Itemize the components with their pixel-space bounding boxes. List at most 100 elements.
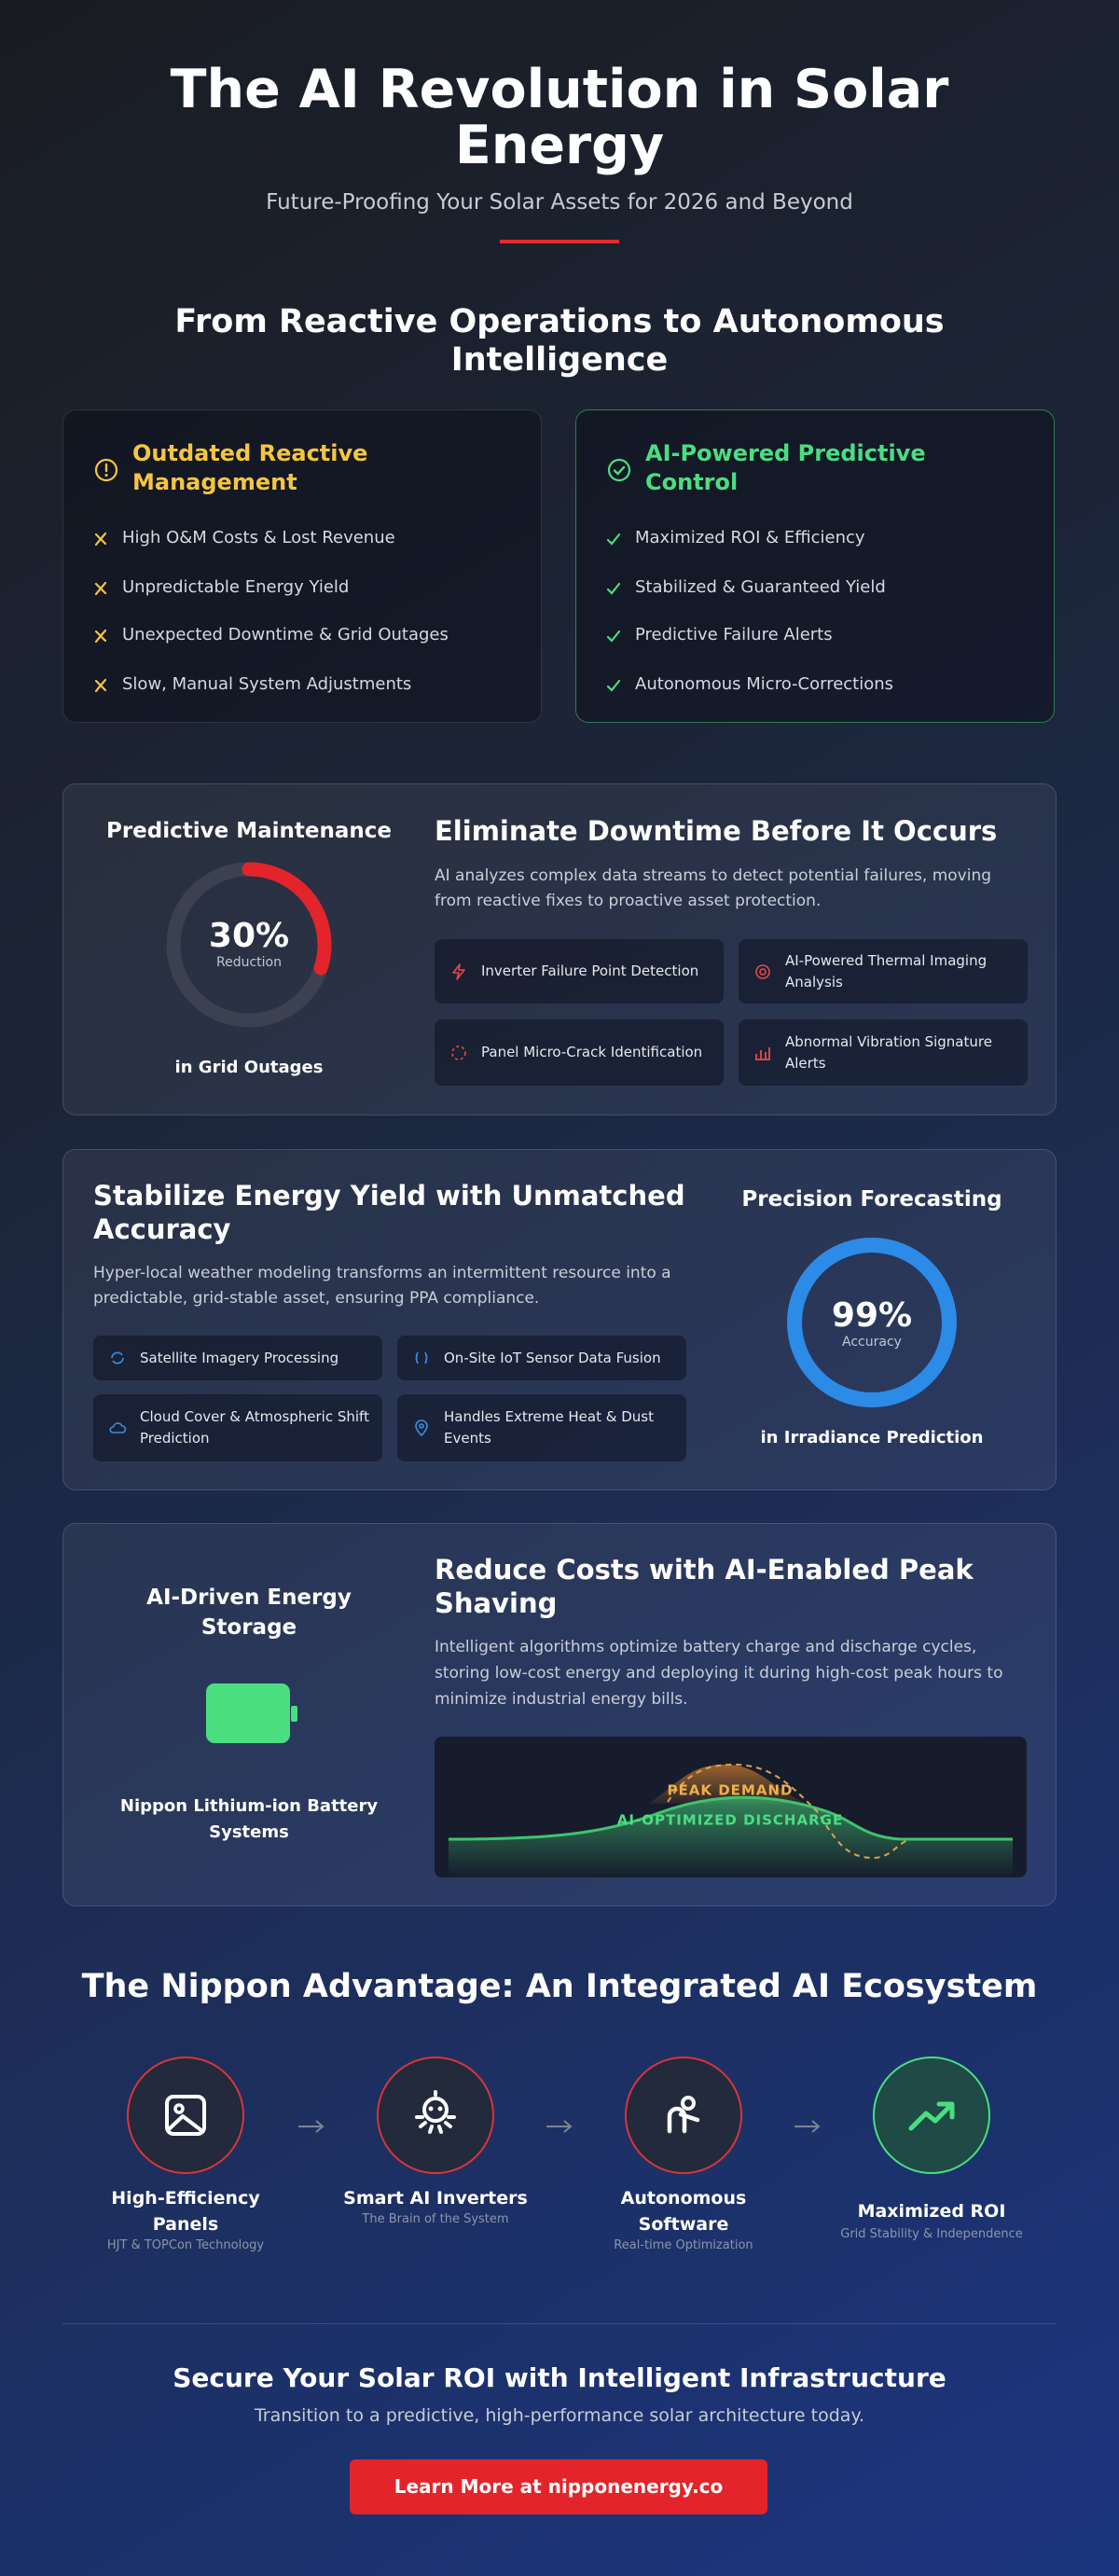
step-subtitle: Real-time Optimization [614, 2238, 753, 2252]
gauge-arc [787, 1238, 957, 1407]
feature: Panel Micro-Crack Identification [435, 1019, 724, 1086]
maintenance-card: Predictive Maintenance 30% Reduction in … [62, 783, 1057, 1115]
ecosystem-step: High-Efficiency Panels HJT & TOPCon Tech… [69, 2057, 302, 2254]
list-item: Predictive Failure Alerts [635, 625, 833, 644]
page-title: The AI Revolution in Solar Energy [170, 59, 949, 176]
forecasting-card: Stabilize Energy Yield with Unmatched Ac… [62, 1149, 1057, 1490]
feature: On-Site IoT Sensor Data Fusion [397, 1336, 686, 1380]
cta-button[interactable]: Learn More at nipponenergy.co [350, 2459, 767, 2514]
list-item: Unexpected Downtime & Grid Outages [122, 625, 449, 644]
feature-icon [755, 1046, 770, 1060]
feature-icon [109, 1422, 127, 1433]
step-title: Autonomous Software [620, 2188, 747, 2235]
divider [62, 2323, 1057, 2324]
ecosystem-step: Maximized ROI Grid Stability & Independe… [815, 2057, 1048, 2243]
step-title: Smart AI Inverters [343, 2188, 528, 2209]
gauge-label: Precision Forecasting [741, 1187, 1002, 1212]
title-underline [500, 240, 619, 243]
step-icon [873, 2057, 990, 2174]
page-subtitle: Future-Proofing Your Solar Assets for 20… [266, 190, 853, 215]
discharge-line [448, 1795, 1013, 1841]
feature-text: AI-Powered Thermal Imaging Analysis [785, 951, 988, 990]
storage-caption: Nippon Lithium-ion Battery Systems [119, 1796, 379, 1842]
check-icon [607, 458, 631, 482]
feature-icon [415, 1351, 428, 1364]
gauge-arc [166, 862, 332, 1028]
card-title: AI-Powered Predictive Control [645, 440, 926, 495]
gauge-caption: Accuracy [842, 1335, 902, 1350]
feature-text: Inverter Failure Point Detection [481, 963, 699, 979]
demand-line [667, 1763, 911, 1860]
feature-text: Cloud Cover & Atmospheric Shift Predicti… [140, 1408, 369, 1447]
section-heading: Stabilize Energy Yield with Unmatched Ac… [93, 1180, 685, 1245]
check-mark [606, 533, 621, 546]
feature: Inverter Failure Point Detection [435, 939, 724, 1004]
check-mark [606, 630, 621, 643]
step-subtitle: HJT & TOPCon Technology [106, 2238, 265, 2252]
check-mark [606, 582, 621, 595]
feature-icon [415, 1420, 428, 1437]
step-icon [377, 2057, 494, 2174]
gauge-label: Predictive Maintenance [105, 819, 393, 843]
ecosystem-step: Autonomous Software Real-time Optimizati… [567, 2057, 800, 2254]
battery-icon [206, 1683, 297, 1743]
storage-card: AI-Driven Energy Storage Nippon Lithium-… [62, 1523, 1057, 1906]
feature-text: Abnormal Vibration Signature Alerts [785, 1032, 992, 1072]
step-title: Maximized ROI [857, 2201, 1006, 2222]
section-description: Intelligent algorithms optimize battery … [435, 1638, 1003, 1709]
gauge-value: 30% [208, 917, 290, 955]
cross-mark [94, 581, 107, 596]
gauge-value: 99% [831, 1296, 913, 1335]
step-subtitle: Grid Stability & Independence [840, 2227, 1023, 2241]
check-mark [606, 679, 621, 692]
step-subtitle: The Brain of the System [362, 2212, 509, 2226]
feature-icon [111, 1351, 124, 1364]
step-title: High-Efficiency Panels [111, 2188, 260, 2235]
gauge [166, 862, 332, 1028]
step-icon [127, 2057, 244, 2174]
predictive-card: AI-Powered Predictive Control Maximized … [575, 409, 1055, 723]
feature: Cloud Cover & Atmospheric Shift Predicti… [93, 1394, 382, 1461]
warning-icon [94, 458, 118, 482]
peak-area [649, 1765, 808, 1804]
feature: Handles Extreme Heat & Dust Events [397, 1394, 686, 1461]
list-item: Unpredictable Energy Yield [122, 577, 350, 597]
gauge-caption: Reduction [216, 955, 282, 970]
section-heading: Eliminate Downtime Before It Occurs [435, 815, 998, 847]
feature: Abnormal Vibration Signature Alerts [739, 1019, 1028, 1086]
gauge [787, 1238, 957, 1407]
section-description: AI analyzes complex data streams to dete… [435, 866, 992, 910]
feature-text: Panel Micro-Crack Identification [481, 1044, 703, 1060]
card-title: Outdated Reactive Management [132, 440, 368, 495]
step-icon [625, 2057, 742, 2174]
feature-icon [755, 963, 770, 979]
cross-mark [94, 629, 107, 644]
cta-title: Secure Your Solar ROI with Intelligent I… [173, 2362, 946, 2393]
list-item: Maximized ROI & Efficiency [635, 528, 865, 547]
cross-mark [94, 532, 107, 547]
arrow [794, 2120, 821, 2133]
section-title: From Reactive Operations to Autonomous I… [174, 303, 945, 379]
peak-shaving-chart: PEAK DEMAND AI-OPTIMIZED DISCHARGE [435, 1737, 1027, 1877]
list-item: Autonomous Micro-Corrections [635, 674, 894, 694]
feature-icon [452, 963, 465, 980]
feature-icon [451, 1045, 466, 1060]
cta-subtitle: Transition to a predictive, high-perform… [254, 2405, 865, 2426]
section-heading: Reduce Costs with AI-Enabled Peak Shavin… [435, 1554, 974, 1619]
discharge-area [449, 1797, 1013, 1877]
list-item: High O&M Costs & Lost Revenue [122, 528, 395, 547]
gauge-footer: in Irradiance Prediction [760, 1428, 984, 1447]
arrow [546, 2120, 573, 2133]
feature-text: Handles Extreme Heat & Dust Events [444, 1408, 654, 1447]
section-title: The Nippon Advantage: An Integrated AI E… [81, 1968, 1038, 2005]
list-item: Stabilized & Guaranteed Yield [635, 577, 886, 597]
section-description: Hyper-local weather modeling transforms … [93, 1264, 671, 1308]
feature-text: On-Site IoT Sensor Data Fusion [444, 1349, 661, 1366]
feature-text: Satellite Imagery Processing [140, 1349, 339, 1366]
chart-label: PEAK DEMAND [668, 1782, 794, 1799]
gauge-footer: in Grid Outages [174, 1058, 324, 1077]
cross-mark [94, 678, 107, 693]
storage-label: AI-Driven Energy Storage [146, 1586, 352, 1640]
list-item: Slow, Manual System Adjustments [122, 674, 412, 694]
